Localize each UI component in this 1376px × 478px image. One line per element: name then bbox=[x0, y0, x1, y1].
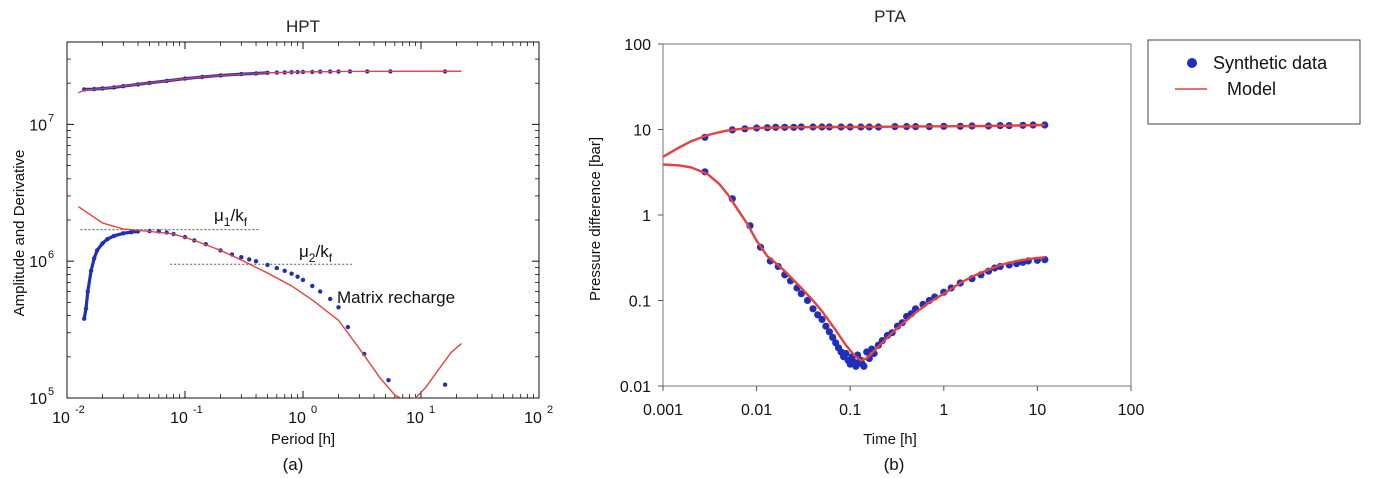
panel-b-x-tick-label: 0.1 bbox=[839, 402, 861, 419]
panel-a-x-tick-exponent: 0 bbox=[311, 404, 317, 416]
panel-b-derivative-point bbox=[829, 333, 837, 341]
panel-a-derivative-data-point bbox=[247, 257, 252, 262]
panel-a-derivative-data-point bbox=[442, 382, 448, 387]
panel-a-derivative-dense-markers bbox=[82, 229, 139, 319]
legend-label-model: Model bbox=[1227, 79, 1276, 99]
panel-b-title: PTA bbox=[874, 7, 906, 26]
panel-a-y-tick-label: 10 bbox=[29, 391, 47, 408]
panel-a-derivative-data-point bbox=[300, 277, 306, 283]
panel-b-y-tick-label: 0.1 bbox=[629, 294, 651, 311]
panel-a-x-tick-exponent: -1 bbox=[193, 404, 203, 416]
panel-b-derivative-point bbox=[803, 296, 812, 305]
panel-a-derivative-data-point bbox=[328, 296, 333, 302]
panel-a-title: HPT bbox=[286, 17, 320, 36]
legend: Synthetic data Model bbox=[1147, 39, 1361, 125]
panel-b-model-pressure-line bbox=[663, 123, 1045, 158]
panel-a-annotation-mu1-kf: μ1/kf bbox=[214, 206, 248, 229]
panel-b-x-tick-label: 1 bbox=[939, 402, 948, 419]
panel-b-x-tick-label: 100 bbox=[1118, 402, 1145, 419]
panel-a-derivative-data-point bbox=[239, 255, 244, 260]
panel-a-annotation-matrix-recharge: Matrix recharge bbox=[337, 288, 455, 307]
panel-b-x-tick-label: 0.001 bbox=[643, 402, 683, 419]
legend-box bbox=[1147, 39, 1361, 125]
panel-a-y-tick-label: 10 bbox=[29, 117, 47, 134]
panel-a-x-tick-label: 10 bbox=[52, 410, 70, 427]
panel-a-derivative-data-point bbox=[318, 289, 323, 294]
panel-b-derivative-point bbox=[818, 315, 826, 324]
panel-b-y-tick-label: 0.01 bbox=[620, 379, 651, 396]
panel-a-annotation-mu2-kf: μ2/kf bbox=[299, 242, 333, 265]
panel-a-hpt: HPT 10 -2 10 -1 10 0 10 1 10 210 510 610 7 Period [h… bbox=[11, 17, 553, 474]
panel-a-axis-ticks: 10 -2 10 -1 10 0 10 1 10 210 510 610 7 bbox=[29, 41, 553, 427]
panel-a-x-tick-label: 10 bbox=[406, 410, 424, 427]
panel-a-x-tick-label: 10 bbox=[288, 410, 306, 427]
legend-marker-synthetic-data bbox=[1187, 58, 1197, 68]
panel-b-x-tick-label: 0.01 bbox=[741, 402, 772, 419]
panel-b-model-derivative-line bbox=[663, 163, 1045, 362]
panel-a-derivative-data-point bbox=[282, 268, 287, 273]
panel-b-derivative-point bbox=[797, 290, 805, 298]
panel-a-derivative-data-point bbox=[310, 283, 315, 289]
panel-b-x-axis-label: Time [h] bbox=[863, 431, 917, 448]
panel-b-derivative-point bbox=[822, 322, 830, 330]
panel-a-derivative-data-point bbox=[345, 324, 351, 330]
panel-a-derivative-data-point bbox=[289, 271, 294, 276]
panel-a-y-axis-label: Amplitude and Derivative bbox=[11, 150, 28, 317]
panel-b-plot-frame bbox=[662, 43, 1132, 387]
panel-b-axis-ticks: 0.001 0.01 0.1 1 10 100 0.01 0.1 1 10 100 bbox=[620, 37, 1145, 419]
panel-b-derivative-point bbox=[860, 362, 868, 370]
panel-b-plot-content bbox=[663, 121, 1049, 370]
panel-a-caption: (a) bbox=[283, 455, 304, 474]
panel-b-derivative-point bbox=[842, 349, 850, 358]
panel-b-y-tick-label: 10 bbox=[633, 123, 651, 140]
panel-a-x-axis-label: Period [h] bbox=[271, 431, 335, 448]
panel-a-x-tick-exponent: 1 bbox=[429, 404, 435, 416]
panel-a-x-tick-label: 10 bbox=[170, 410, 188, 427]
panel-b-caption: (b) bbox=[884, 455, 905, 474]
panel-a-y-tick-exponent: 7 bbox=[48, 112, 54, 124]
panel-a-y-tick-label: 10 bbox=[29, 254, 47, 271]
panel-a-derivative-model-line-overlay bbox=[78, 206, 462, 398]
panel-a-derivative-data-point bbox=[253, 259, 259, 264]
panel-a-derivative-data-point bbox=[295, 274, 300, 279]
legend-label-synthetic-data: Synthetic data bbox=[1213, 53, 1328, 73]
panel-b-y-axis-label: Pressure difference [bar] bbox=[587, 137, 604, 301]
panel-a-x-tick-label: 10 bbox=[524, 410, 542, 427]
panel-a-derivative-data-point bbox=[386, 378, 391, 383]
panel-a-x-tick-exponent: 2 bbox=[547, 404, 553, 416]
panel-b-derivative-point bbox=[814, 311, 822, 319]
panel-a-y-tick-exponent: 6 bbox=[48, 249, 54, 261]
panel-a-annotations: μ1/kf μ2/kf Matrix recharge bbox=[214, 206, 455, 307]
panel-b-pta: PTA 0.001 0.01 0.1 1 10 100 0.01 0.1 1 10 100 Time… bbox=[587, 7, 1144, 474]
panel-b-derivative-point bbox=[825, 328, 834, 336]
panel-a-plot-content bbox=[78, 69, 462, 398]
panel-a-derivative-data-point bbox=[336, 305, 341, 310]
panel-b-y-tick-label: 100 bbox=[624, 37, 651, 54]
panel-a-y-tick-exponent: 5 bbox=[48, 386, 54, 398]
panel-b-y-tick-label: 1 bbox=[642, 208, 651, 225]
panel-a-plot-frame bbox=[66, 41, 540, 399]
panel-a-derivative-data-point bbox=[265, 262, 270, 268]
panel-a-derivative-data-point bbox=[274, 265, 279, 271]
panel-b-derivative-point bbox=[809, 305, 817, 313]
panel-a-amplitude-model-line-overlay bbox=[78, 70, 462, 94]
panel-a-x-tick-exponent: -2 bbox=[75, 404, 85, 416]
panel-b-x-tick-label: 10 bbox=[1029, 402, 1047, 419]
